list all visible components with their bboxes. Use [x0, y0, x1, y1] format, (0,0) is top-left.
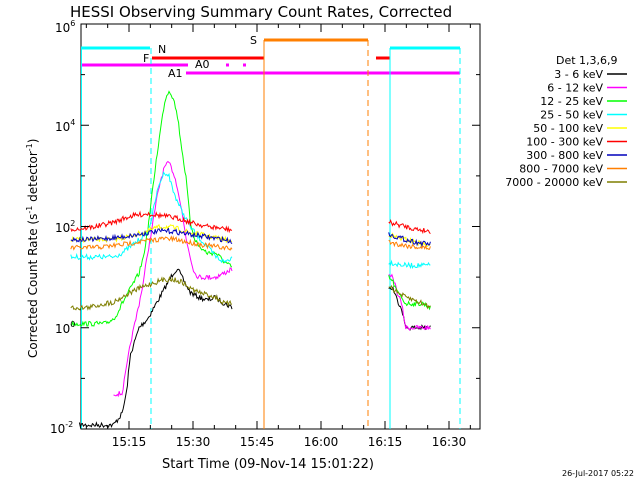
x-tick-label: 16:30: [432, 435, 467, 449]
legend-entry-label: 6 - 12 keV: [547, 82, 603, 95]
y-tick-labels: 106 104 102 100 10-2: [50, 19, 75, 436]
flag-s-label: S: [250, 34, 257, 47]
legend-entry-label: 50 - 100 keV: [533, 122, 603, 135]
series-line: [78, 268, 233, 430]
series-line: [70, 171, 233, 264]
x-tick-labels: 15:15 15:30 15:45 16:00 16:15 16:30: [112, 435, 467, 449]
x-axis-label: Start Time (09-Nov-14 15:01:22): [162, 457, 374, 472]
flag-a1-label: A1: [168, 67, 183, 80]
series-line: [70, 227, 233, 245]
legend-entry-label: 100 - 300 keV: [526, 136, 603, 149]
series-line: [70, 210, 233, 234]
render-timestamp: 26-Jul-2017 05:22: [562, 469, 634, 478]
series-line: [70, 275, 233, 311]
series-line: [388, 239, 431, 250]
series-line: [113, 160, 233, 398]
series-layer: [70, 90, 431, 430]
series-line: [388, 273, 431, 331]
flag-a0-label: A0: [195, 58, 210, 71]
y-tick-label-1e-2: 10-2: [50, 420, 73, 436]
plot-frame: [80, 23, 481, 430]
legend-entry-label: 12 - 25 keV: [540, 95, 603, 108]
legend-entry-label: 3 - 6 keV: [554, 68, 603, 81]
chart-title: HESSI Observing Summary Count Rates, Cor…: [70, 3, 452, 21]
flag-f-label: F: [143, 52, 149, 65]
y-tick-label-1e4: 104: [55, 118, 75, 134]
series-line: [70, 235, 233, 251]
legend-entry-label: 25 - 50 keV: [540, 109, 603, 122]
tick-layer: [81, 23, 480, 430]
observing-flags: N S F A0 A1: [81, 34, 460, 80]
series-line: [388, 218, 431, 235]
flag-n-label: N: [158, 43, 166, 56]
series-line: [388, 259, 431, 270]
x-tick-label: 15:30: [176, 435, 211, 449]
y-tick-label-1e2: 102: [55, 219, 75, 235]
series-line: [70, 90, 233, 328]
time-markers: [81, 40, 461, 429]
legend-title: Det 1,3,6,9: [556, 54, 618, 67]
x-tick-label: 16:00: [304, 435, 339, 449]
x-tick-label: 15:15: [112, 435, 147, 449]
y-tick-label-1e0: 100: [55, 320, 75, 336]
series-line: [388, 286, 431, 331]
legend-entry-label: 300 - 800 keV: [526, 149, 603, 162]
series-line: [388, 284, 431, 310]
legend-entry-label: 800 - 7000 keV: [519, 163, 603, 176]
x-tick-label: 16:15: [368, 435, 403, 449]
legend-entry-label: 7000 - 20000 keV: [505, 176, 603, 189]
series-line: [388, 232, 431, 247]
x-tick-label: 15:45: [240, 435, 275, 449]
y-axis-label: Corrected Count Rate (s-1 detector-1): [25, 139, 40, 358]
y-tick-label-1e6: 106: [55, 19, 75, 35]
series-line: [388, 232, 431, 248]
